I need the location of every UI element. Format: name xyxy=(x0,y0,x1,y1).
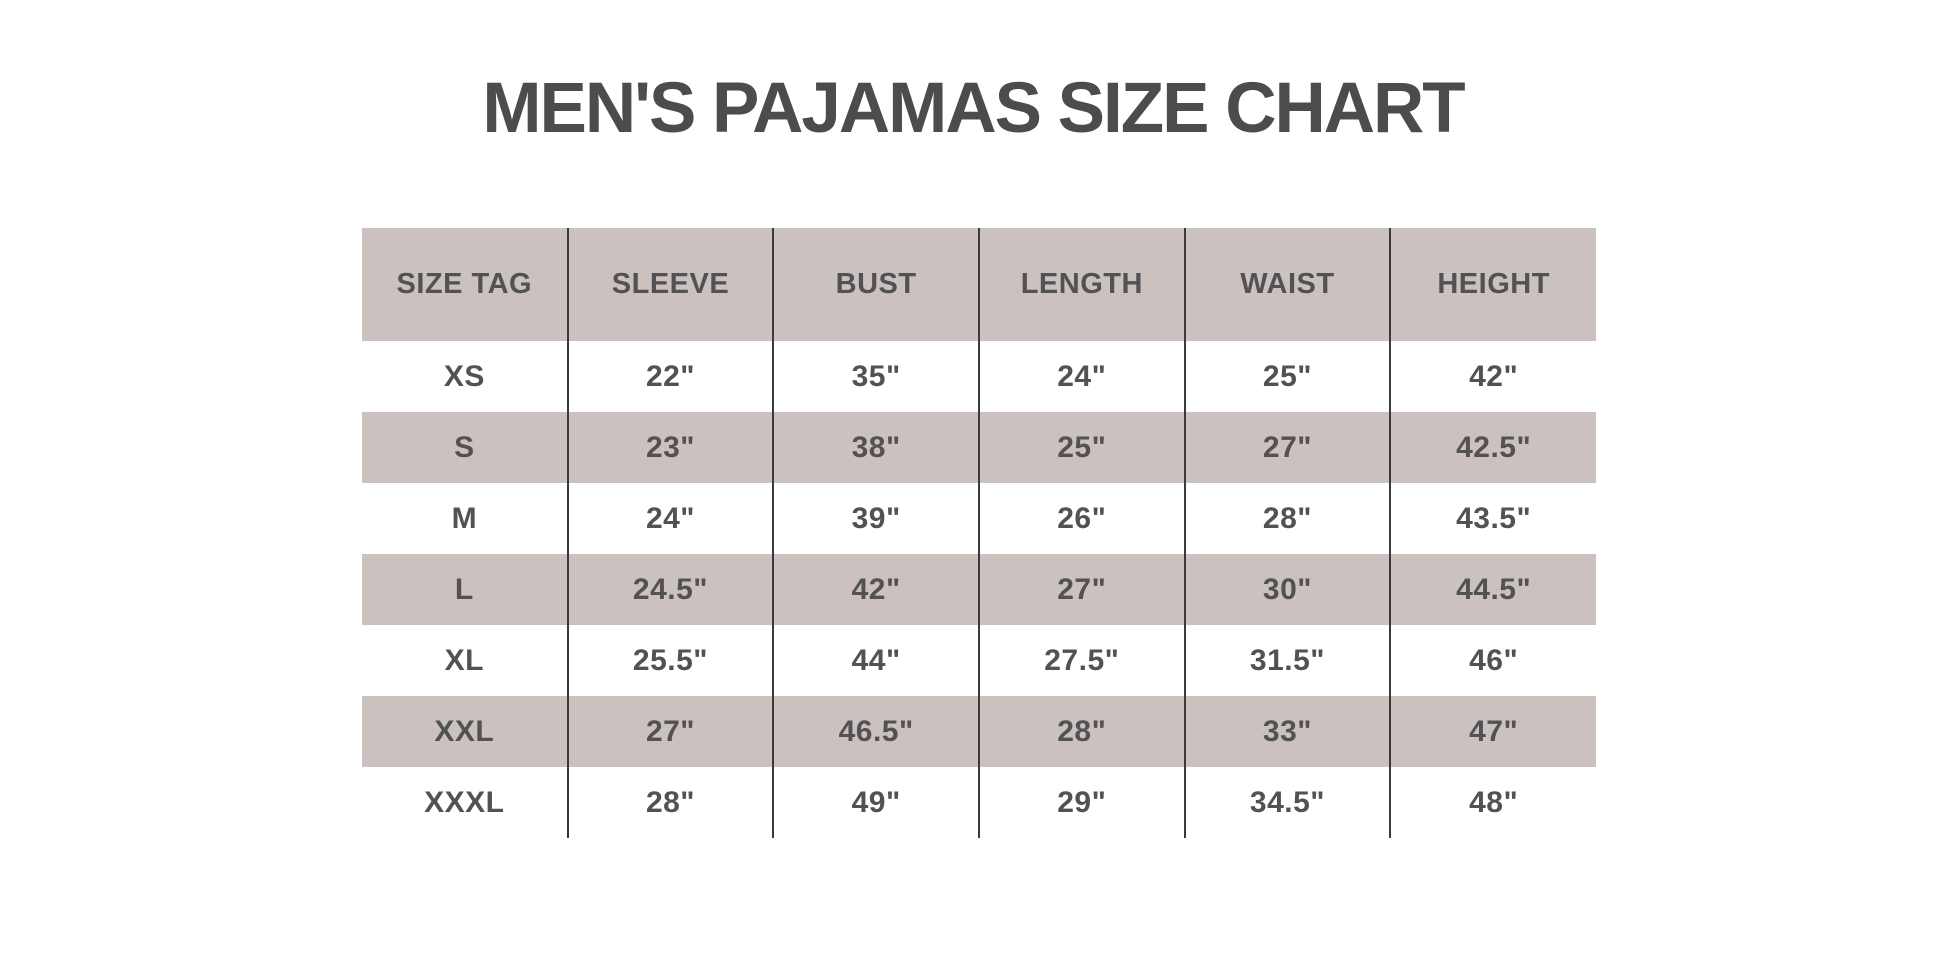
column-header-length: LENGTH xyxy=(977,228,1185,341)
measurement-cell: 24" xyxy=(566,483,774,554)
table-body: XS 22" 35" 24" 25" 42" S 23" 38" 25" 27" 42.5" M 24" 3… xyxy=(362,341,1596,838)
measurement-cell: 33" xyxy=(1183,696,1391,767)
measurement-cell: 35" xyxy=(772,341,979,412)
measurement-cell: 46" xyxy=(1389,625,1596,696)
table-row-l: L 24.5" 42" 27" 30" 44.5" xyxy=(362,554,1596,625)
measurement-cell: 25" xyxy=(1183,341,1391,412)
measurement-cell: 34.5" xyxy=(1183,767,1391,838)
measurement-cell: 49" xyxy=(772,767,979,838)
size-chart-table: SIZE TAG SLEEVE BUST LENGTH WAIST HEIGHT XS 22… xyxy=(362,228,1596,838)
measurement-cell: 23" xyxy=(566,412,774,483)
measurement-cell: 48" xyxy=(1389,767,1596,838)
measurement-cell: 39" xyxy=(772,483,979,554)
table-row-xs: XS 22" 35" 24" 25" 42" xyxy=(362,341,1596,412)
table-row-m: M 24" 39" 26" 28" 43.5" xyxy=(362,483,1596,554)
measurement-cell: 28" xyxy=(977,696,1185,767)
measurement-cell: 27" xyxy=(977,554,1185,625)
column-header-height: HEIGHT xyxy=(1389,228,1596,341)
size-tag-cell: M xyxy=(451,501,478,535)
measurement-cell: 27" xyxy=(566,696,774,767)
measurement-cell: 43.5" xyxy=(1389,483,1596,554)
measurement-cell: 42" xyxy=(1389,341,1596,412)
header-row: SIZE TAG SLEEVE BUST LENGTH WAIST HEIGHT xyxy=(362,228,1596,341)
measurement-cell: 24" xyxy=(977,341,1185,412)
measurement-cell: 25" xyxy=(977,412,1185,483)
measurement-cell: 38" xyxy=(772,412,979,483)
column-header-bust: BUST xyxy=(772,228,979,341)
size-tag-cell: XL xyxy=(444,643,484,677)
measurement-cell: 28" xyxy=(566,767,774,838)
column-header-waist: WAIST xyxy=(1183,228,1391,341)
size-tag-cell: XXL xyxy=(434,714,495,748)
table-row-xxxl: XXXL 28" 49" 29" 34.5" 48" xyxy=(362,767,1596,838)
page-title: MEN'S PAJAMAS SIZE CHART xyxy=(482,69,1465,148)
measurement-cell: 47" xyxy=(1389,696,1596,767)
measurement-cell: 46.5" xyxy=(772,696,979,767)
size-tag-cell: S xyxy=(454,430,475,464)
column-header-sleeve: SLEEVE xyxy=(566,228,774,341)
measurement-cell: 27.5" xyxy=(977,625,1185,696)
measurement-cell: 44.5" xyxy=(1389,554,1596,625)
measurement-cell: 30" xyxy=(1183,554,1391,625)
measurement-cell: 24.5" xyxy=(566,554,774,625)
table-header: SIZE TAG SLEEVE BUST LENGTH WAIST HEIGHT xyxy=(362,228,1596,341)
measurement-cell: 29" xyxy=(977,767,1185,838)
table-row-xxl: XXL 27" 46.5" 28" 33" 47" xyxy=(362,696,1596,767)
measurement-cell: 42.5" xyxy=(1389,412,1596,483)
measurement-cell: 25.5" xyxy=(566,625,774,696)
measurement-cell: 28" xyxy=(1183,483,1391,554)
table-row-s: S 23" 38" 25" 27" 42.5" xyxy=(362,412,1596,483)
size-tag-cell: XS xyxy=(443,359,485,393)
size-tag-cell: L xyxy=(454,572,474,606)
measurement-cell: 26" xyxy=(977,483,1185,554)
measurement-cell: 27" xyxy=(1183,412,1391,483)
measurement-cell: 42" xyxy=(772,554,979,625)
measurement-cell: 22" xyxy=(566,341,774,412)
measurement-cell: 31.5" xyxy=(1183,625,1391,696)
column-header-size-tag: SIZE TAG xyxy=(362,228,568,341)
table-row-xl: XL 25.5" 44" 27.5" 31.5" 46" xyxy=(362,625,1596,696)
measurement-cell: 44" xyxy=(772,625,979,696)
size-tag-cell: XXXL xyxy=(424,785,505,819)
